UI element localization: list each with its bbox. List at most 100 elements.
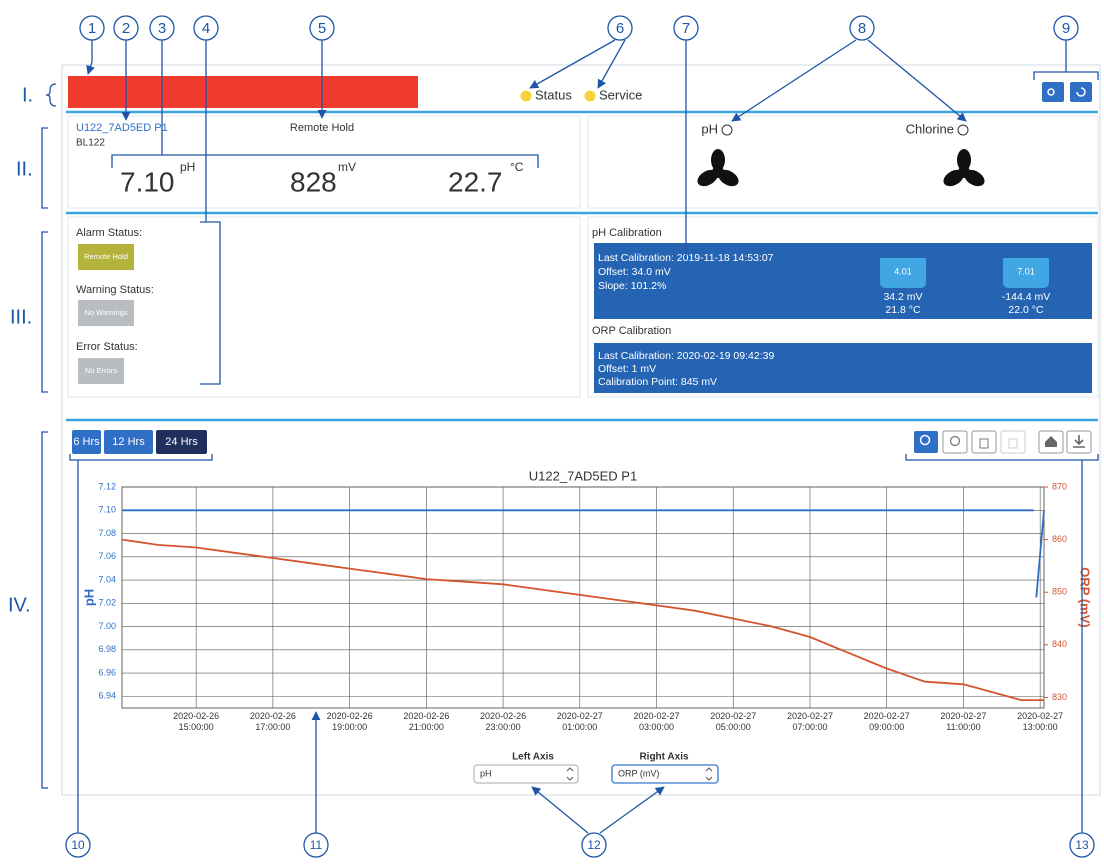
status-panel [67,216,581,398]
callout-circle [849,15,875,41]
service-dot [584,90,596,102]
y2-tick-label: 830 [1052,692,1067,702]
callout-circle [607,15,633,41]
error-button[interactable] [78,358,124,384]
callout-number: 13 [1075,838,1089,852]
y-tick-label: 6.94 [98,691,116,701]
y-tick-label: 7.04 [98,574,116,584]
callout-circle [193,15,219,41]
settings-icon [1047,88,1055,96]
device-mode: Remote Hold [290,122,354,134]
callout-circle [1069,832,1095,858]
right-axis-value: ORP (mV) [618,768,659,778]
left-axis-select[interactable] [473,764,579,784]
status-bar [68,76,418,108]
section-label: II. [16,158,33,180]
section-label: III. [10,306,32,328]
y-tick-label: 6.98 [98,644,116,654]
callout-number: 2 [122,20,130,37]
buffer-value: 7.01 [1017,266,1035,276]
y-tick-label: 6.96 [98,667,116,677]
x-tick-label: 2020-02-26 21:00:00 [403,711,449,732]
orp-cal-box [594,343,1092,393]
right-axis-label: Right Axis [639,752,689,763]
buffer-icon [880,258,926,288]
reading-unit: °C [510,160,524,174]
range-button-active[interactable] [156,430,207,454]
chart: U122_7AD5ED P1 6.94 6.96 6.98 7.00 7.02 7.04 7.… [81,468,1092,732]
select-arrow [705,767,713,781]
sensor-label: Chlorine [906,121,954,136]
callout-circle [309,15,335,41]
series-line [121,538,1044,701]
warning-button[interactable] [78,300,134,326]
y-tick-label: 7.02 [98,598,116,608]
x-tick-label: 2020-02-27 11:00:00 [940,711,986,732]
ph-cal-line: Last Calibration: 2019-11-18 14:53:07 [598,252,774,264]
alarm-button-label: Remote Hold [84,252,128,261]
buffer-mv: -144.4 mV [1002,291,1050,303]
range-button[interactable] [104,430,153,454]
select-arrow [566,767,574,781]
pan-button[interactable] [971,430,997,454]
callout-number: 8 [858,20,866,37]
y2-tick-label: 860 [1052,534,1067,544]
buffer-mv: 34.2 mV [883,291,922,303]
callout-circle [113,15,139,41]
callout-number: 7 [682,20,690,37]
callout-number: 10 [71,838,85,852]
status-label: Status [535,87,572,102]
service-label: Service [599,87,642,102]
orp-cal-line: Offset: 1 mV [598,363,656,375]
ph-cal-line: Slope: 101.2% [598,280,666,292]
left-axis-value: pH [480,768,492,778]
callout-circle [581,832,607,858]
settings-button[interactable] [1042,82,1064,102]
callout-circle [65,832,91,858]
callout-circle [1053,15,1079,41]
chart-title: U122_7AD5ED P1 [529,468,637,483]
error-button-label: No Errors [85,366,117,375]
x-tick-label: 2020-02-27 09:00:00 [864,711,910,732]
callout-number: 5 [318,20,326,37]
logout-icon [1076,87,1086,97]
buffer-temp: 22.0 °C [1008,304,1044,316]
alarm-label: Alarm Status: [76,227,142,239]
icon [1008,438,1018,449]
callout-number: 9 [1062,20,1070,37]
zoom-box-button[interactable] [942,430,968,454]
x-tick-label: 2020-02-27 07:00:00 [787,711,833,732]
callout-circle [149,15,175,41]
y-tick-label: 7.12 [98,481,116,491]
zoom-button[interactable] [914,431,938,453]
logout-button[interactable] [1070,82,1092,102]
x-tick-label: 2020-02-27 13:00:00 [1017,711,1063,732]
icon [979,438,989,449]
right-axis-select[interactable] [611,764,719,784]
alarm-button[interactable] [78,244,134,270]
orp-cal-line: Calibration Point: 845 mV [598,376,717,388]
pan-disabled-button[interactable] [1000,430,1026,454]
sensor-label: pH [701,121,718,136]
y-tick-label: 7.10 [98,505,116,515]
callout-number: 12 [587,838,601,852]
callout-lines [41,39,1099,834]
x-tick-label: 2020-02-26 23:00:00 [480,711,526,732]
callout-circle [303,832,329,858]
y2-tick-label: 870 [1052,481,1067,491]
range-button[interactable] [72,430,101,454]
y2-tick-label: 850 [1052,587,1067,597]
device-id: BL122 [76,138,105,149]
fan-icon [697,149,739,187]
series-line [122,509,1045,598]
warning-button-label: No Warnings [84,308,127,317]
callout-circle [79,15,105,41]
buffer-value: 4.01 [894,266,912,276]
ph-cal-title: pH Calibration [592,227,662,239]
buffer-icon [1003,258,1049,288]
reading-value: 828 [290,166,337,197]
y-tick-label: 7.00 [98,621,116,631]
plot-area [121,486,1045,709]
range-button-label: 24 Hrs [165,436,198,448]
